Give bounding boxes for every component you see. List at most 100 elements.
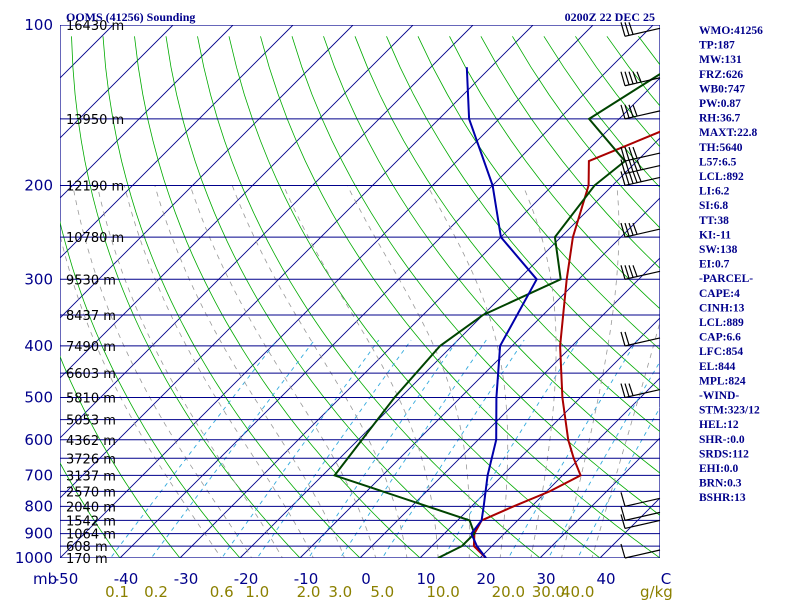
wind-barb-flag (620, 159, 626, 174)
wind-barb-flag (624, 22, 630, 36)
index-item: EI:0.7 (699, 259, 730, 271)
moist-adiabat-line (283, 185, 439, 558)
dry-adiabat-line (197, 36, 541, 558)
index-item: SRDS:112 (699, 448, 749, 460)
index-item: CAP:6.6 (699, 332, 741, 344)
parcel-profile (465, 67, 538, 558)
index-item: CAPE:4 (699, 288, 740, 300)
mixing-ratio-line (150, 339, 315, 558)
height-label: 5053 m (66, 414, 116, 429)
wind-barb-flag (624, 71, 630, 85)
wind-barb-staff (624, 337, 661, 347)
wind-barb-flag (628, 265, 634, 278)
wind-barb-flag (628, 222, 634, 236)
wind-barb-staff (624, 164, 661, 175)
height-label: 12190 m (66, 179, 124, 194)
mixing-ratio-tick-label: 0.1 (105, 583, 129, 600)
wind-barb-flag (624, 104, 630, 119)
moist-adiabat-line (96, 185, 283, 558)
mixing-ratio-tick-label: 0.2 (144, 583, 168, 600)
plot-frame (60, 25, 660, 558)
height-label: 13950 m (66, 113, 124, 128)
pressure-unit-label: mb (33, 570, 57, 588)
pressure-tick-label: 100 (24, 16, 53, 34)
dry-adiabat-line (102, 36, 361, 558)
dry-adiabat-line (291, 36, 660, 516)
wind-barb (620, 171, 661, 187)
wind-barb-staff (624, 388, 661, 399)
temperature-tick-label: 40 (596, 570, 615, 588)
mixing-ratio-line (547, 360, 660, 558)
mixing-ratio-tick-label: 40.0 (561, 583, 594, 600)
index-item: TT:38 (699, 215, 729, 227)
indices-panel: WMO:41256 TP:187 MW:131 FRZ:626 WB0:747 PW:0.… (699, 25, 763, 504)
height-label: 1064 m (66, 528, 116, 543)
index-item: MAXT:22.8 (699, 127, 757, 139)
mixing-ratio-line (507, 339, 638, 558)
wind-barb (620, 265, 661, 280)
isotherm-line (419, 317, 660, 558)
dry-adiabat-line (480, 36, 660, 269)
dry-adiabat-line (134, 36, 421, 558)
wind-barb-flag (620, 104, 626, 120)
wind-barb-flag (620, 514, 626, 529)
wind-barb-flag (620, 492, 626, 507)
wind-barb-flag (620, 71, 626, 86)
chart-timestamp: 0200Z 22 DEC 25 (565, 10, 655, 24)
index-item: STM:323/12 (699, 405, 760, 417)
temperature-tick-label: -40 (114, 570, 139, 588)
wind-barb-flag (632, 171, 638, 183)
height-label: 4362 m (66, 434, 116, 449)
moist-adiabat-line (591, 320, 660, 558)
wind-barb-staff (624, 176, 661, 187)
index-item: SI:6.8 (699, 200, 728, 212)
wind-barb-flag (624, 159, 630, 173)
temperature-tick-label: C (661, 570, 671, 588)
index-item: -PARCEL- (699, 273, 753, 285)
wind-barb (620, 222, 661, 238)
height-label: 5810 m (66, 392, 116, 407)
wind-barb-flag (628, 383, 634, 396)
height-label: 9530 m (66, 273, 116, 288)
pressure-tick-label: 600 (24, 431, 53, 449)
wind-barb-staff (624, 519, 661, 529)
mixing-ratio-tick-label: 3.0 (328, 583, 352, 600)
dry-adiabat-line (764, 36, 800, 569)
height-label: 16430 m (66, 19, 124, 34)
wind-barb-flag (632, 265, 638, 277)
wind-barb-flag (624, 146, 630, 161)
mixing-ratio-tick-label: 10.0 (426, 583, 459, 600)
isotherm-line (479, 377, 660, 558)
isotherm-line (60, 25, 534, 499)
index-item: FRZ:626 (699, 69, 743, 81)
dry-adiabat-line (354, 36, 660, 433)
wind-barb-staff (624, 77, 661, 87)
index-item: WMO:41256 (699, 25, 763, 37)
index-item: TH:5640 (699, 142, 743, 154)
wind-barb-flag (624, 331, 630, 346)
wind-barb-flag (636, 71, 642, 82)
wind-barb-staff (624, 270, 661, 280)
moist-adiabat-line (154, 185, 345, 558)
moist-adiabat-line (72, 185, 253, 558)
wind-barb (620, 543, 661, 559)
pressure-tick-label: 500 (24, 389, 53, 407)
dry-adiabat-line (165, 36, 481, 558)
pressure-tick-label: 700 (24, 466, 53, 484)
index-item: MW:131 (699, 54, 742, 66)
isotherm-line (299, 197, 660, 558)
wind-barb-flag (628, 104, 634, 118)
pressure-tick-label: 800 (24, 497, 53, 515)
dry-adiabat-line (60, 220, 241, 558)
pressure-tick-label: 1000 (15, 549, 53, 567)
pressure-tick-label: 200 (24, 176, 53, 194)
wind-barb-flag (632, 146, 638, 159)
temperature-tick-label: 30 (536, 570, 555, 588)
mixing-ratio-tick-label: 0.6 (210, 583, 234, 600)
wind-barb-flag (620, 543, 626, 559)
wind-barb-flag (620, 506, 626, 521)
mixing-ratio-tick-label: 5.0 (370, 583, 394, 600)
isotherm-line (359, 257, 660, 558)
dry-adiabat-line (386, 36, 660, 391)
